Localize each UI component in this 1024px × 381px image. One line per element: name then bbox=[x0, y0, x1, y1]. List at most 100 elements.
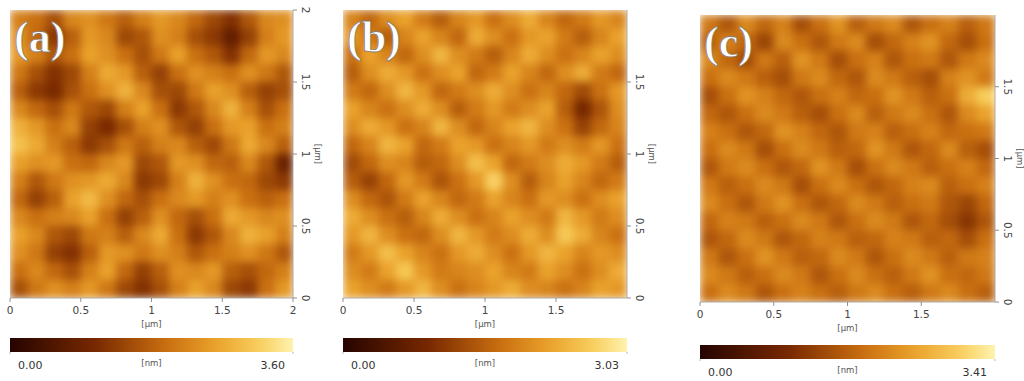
cell bbox=[432, 118, 450, 137]
cell bbox=[81, 82, 99, 101]
cells bbox=[343, 10, 627, 298]
cell bbox=[521, 244, 539, 263]
cell bbox=[811, 51, 830, 70]
x-tick bbox=[80, 298, 81, 302]
cell bbox=[361, 100, 379, 119]
cell bbox=[811, 123, 830, 142]
cell bbox=[921, 248, 940, 267]
cell bbox=[361, 118, 379, 137]
cell bbox=[222, 226, 240, 245]
cell bbox=[503, 136, 521, 155]
cell bbox=[556, 226, 574, 245]
cell bbox=[361, 64, 379, 83]
cell bbox=[958, 176, 977, 195]
cell bbox=[116, 10, 134, 29]
colorbar-tick-label: 3.41 bbox=[963, 366, 988, 379]
cell bbox=[432, 10, 450, 29]
cell bbox=[792, 69, 811, 88]
cell bbox=[718, 159, 737, 178]
cell bbox=[98, 28, 116, 47]
cell bbox=[503, 46, 521, 65]
cell bbox=[503, 82, 521, 101]
cell bbox=[958, 51, 977, 70]
cell bbox=[792, 266, 811, 285]
cell bbox=[222, 208, 240, 227]
cell bbox=[81, 172, 99, 191]
cell bbox=[574, 262, 592, 281]
cell bbox=[503, 100, 521, 119]
cell bbox=[169, 262, 187, 281]
cell bbox=[258, 154, 276, 173]
cell bbox=[81, 244, 99, 263]
cell bbox=[152, 154, 170, 173]
cell bbox=[116, 64, 134, 83]
cell bbox=[718, 105, 737, 124]
cell bbox=[116, 190, 134, 209]
cell bbox=[450, 28, 468, 47]
cell bbox=[521, 208, 539, 227]
cell bbox=[240, 280, 258, 298]
cell bbox=[774, 194, 793, 213]
cell bbox=[240, 136, 258, 155]
y-tick bbox=[627, 226, 631, 227]
y-tick bbox=[995, 230, 999, 231]
cell bbox=[848, 105, 867, 124]
cell bbox=[503, 190, 521, 209]
cell bbox=[774, 105, 793, 124]
cell bbox=[396, 208, 414, 227]
cell bbox=[45, 208, 63, 227]
cell bbox=[258, 118, 276, 137]
cell bbox=[609, 262, 627, 281]
cell bbox=[81, 136, 99, 155]
cell bbox=[940, 212, 959, 231]
cell bbox=[848, 159, 867, 178]
cell bbox=[467, 64, 485, 83]
cell bbox=[538, 154, 556, 173]
cell bbox=[432, 154, 450, 173]
cell bbox=[152, 82, 170, 101]
cell bbox=[467, 262, 485, 281]
cell bbox=[538, 82, 556, 101]
cell bbox=[134, 280, 152, 298]
cell bbox=[774, 176, 793, 195]
cell bbox=[414, 100, 432, 119]
cell bbox=[169, 46, 187, 65]
cell bbox=[63, 10, 81, 29]
cell bbox=[574, 190, 592, 209]
cell bbox=[485, 280, 503, 298]
cell bbox=[187, 262, 205, 281]
cell bbox=[343, 226, 361, 245]
cell bbox=[903, 33, 922, 52]
cell bbox=[28, 100, 46, 119]
cell bbox=[98, 46, 116, 65]
cell bbox=[414, 28, 432, 47]
cell bbox=[432, 136, 450, 155]
cell bbox=[396, 136, 414, 155]
cell bbox=[134, 208, 152, 227]
x-tick-label: 0.5 bbox=[72, 304, 89, 316]
cell bbox=[503, 262, 521, 281]
cell bbox=[187, 154, 205, 173]
cell bbox=[467, 208, 485, 227]
cell bbox=[792, 33, 811, 52]
y-axis-label: [µm] bbox=[647, 144, 657, 164]
cell bbox=[521, 226, 539, 245]
x-tick-label: 1 bbox=[148, 304, 155, 316]
cell bbox=[574, 172, 592, 191]
cell bbox=[205, 100, 223, 119]
cell bbox=[921, 284, 940, 302]
y-tick bbox=[995, 302, 999, 303]
colorbar-tick bbox=[293, 352, 294, 354]
cell bbox=[467, 118, 485, 137]
cell bbox=[98, 154, 116, 173]
cell bbox=[450, 262, 468, 281]
cell bbox=[556, 208, 574, 227]
cell bbox=[574, 208, 592, 227]
cell bbox=[538, 100, 556, 119]
cell bbox=[574, 46, 592, 65]
cell bbox=[700, 176, 719, 195]
cell bbox=[222, 262, 240, 281]
cell bbox=[81, 226, 99, 245]
cell bbox=[205, 262, 223, 281]
cell bbox=[884, 123, 903, 142]
